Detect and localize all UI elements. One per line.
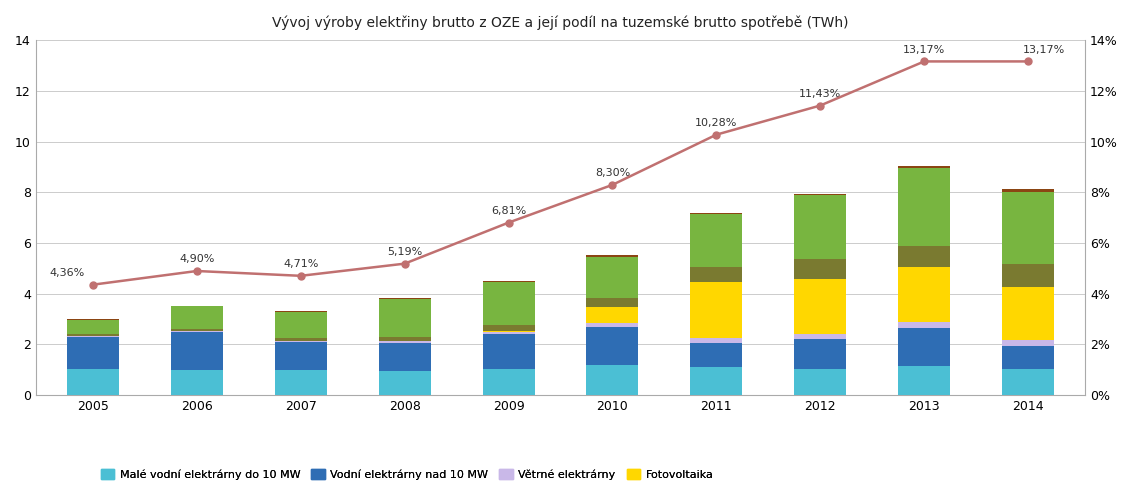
Bar <box>898 267 951 322</box>
Bar <box>690 338 742 343</box>
Bar <box>378 299 431 337</box>
Bar <box>1002 189 1054 192</box>
Bar <box>898 322 951 328</box>
Bar <box>690 213 742 214</box>
Bar <box>378 337 431 341</box>
Bar <box>690 214 742 267</box>
Bar <box>794 195 846 259</box>
Bar <box>67 335 119 336</box>
Bar <box>274 338 326 340</box>
Bar <box>483 335 535 369</box>
Bar <box>378 371 431 395</box>
Bar <box>1002 346 1054 369</box>
Bar <box>67 319 119 320</box>
Bar <box>67 337 119 369</box>
Legend: Malé vodní elektrárny do 10 MW, Vodní elektrárny nad 10 MW, Větrné elektrárny, F: Malé vodní elektrárny do 10 MW, Vodní el… <box>96 464 717 484</box>
Bar <box>483 369 535 395</box>
Bar <box>483 331 535 332</box>
Bar <box>483 282 535 325</box>
Text: 4,71%: 4,71% <box>283 259 318 269</box>
Bar <box>690 368 742 395</box>
Bar <box>483 281 535 282</box>
Bar <box>378 341 431 343</box>
Bar <box>587 298 638 307</box>
Text: 5,19%: 5,19% <box>387 247 423 257</box>
Bar <box>171 332 223 370</box>
Bar <box>171 307 223 329</box>
Bar <box>794 339 846 369</box>
Bar <box>171 329 223 331</box>
Bar <box>898 328 951 366</box>
Bar <box>587 256 638 298</box>
Bar <box>898 366 951 395</box>
Bar <box>1002 192 1054 264</box>
Title: Vývoj výroby elektřiny brutto z OZE a její podíl na tuzemské brutto spotřebě (TW: Vývoj výroby elektřiny brutto z OZE a je… <box>272 15 849 30</box>
Text: 4,90%: 4,90% <box>179 254 214 264</box>
Bar <box>378 298 431 299</box>
Bar <box>794 334 846 339</box>
Bar <box>378 343 431 371</box>
Bar <box>587 307 638 323</box>
Bar <box>483 325 535 331</box>
Bar <box>171 331 223 332</box>
Bar <box>274 342 326 370</box>
Bar <box>67 336 119 337</box>
Bar <box>274 340 326 342</box>
Bar <box>898 168 951 246</box>
Bar <box>1002 340 1054 346</box>
Text: 13,17%: 13,17% <box>1023 45 1065 55</box>
Bar <box>171 306 223 307</box>
Bar <box>1002 369 1054 395</box>
Text: 13,17%: 13,17% <box>903 45 945 55</box>
Bar <box>587 327 638 365</box>
Bar <box>1002 287 1054 340</box>
Bar <box>690 343 742 368</box>
Bar <box>1002 264 1054 287</box>
Text: 11,43%: 11,43% <box>799 89 842 99</box>
Bar <box>690 282 742 338</box>
Bar <box>274 370 326 395</box>
Bar <box>898 246 951 267</box>
Bar <box>67 320 119 335</box>
Text: 10,28%: 10,28% <box>696 118 738 128</box>
Bar <box>794 194 846 195</box>
Bar <box>587 365 638 395</box>
Bar <box>67 369 119 395</box>
Bar <box>794 259 846 278</box>
Bar <box>587 323 638 327</box>
Text: 4,36%: 4,36% <box>49 268 85 278</box>
Bar <box>483 332 535 335</box>
Bar <box>898 166 951 168</box>
Bar <box>794 278 846 334</box>
Bar <box>587 254 638 256</box>
Text: 8,30%: 8,30% <box>595 168 630 178</box>
Bar <box>690 267 742 282</box>
Bar <box>171 370 223 395</box>
Bar <box>794 369 846 395</box>
Text: 6,81%: 6,81% <box>491 206 526 215</box>
Bar <box>274 311 326 338</box>
